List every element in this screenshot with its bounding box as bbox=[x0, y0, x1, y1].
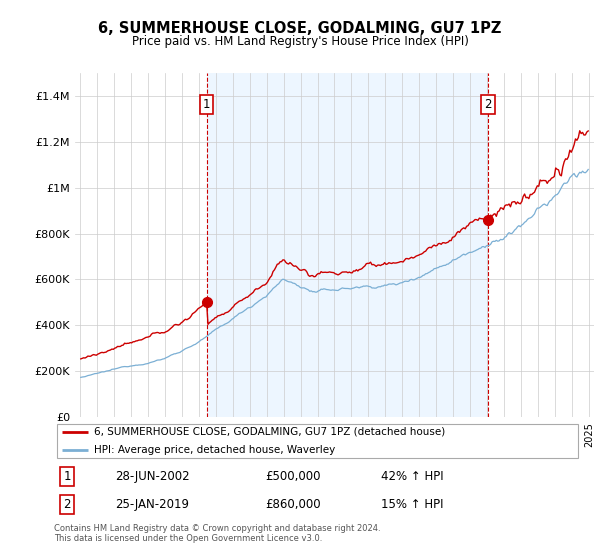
Text: 28-JUN-2002: 28-JUN-2002 bbox=[115, 470, 190, 483]
Text: Contains HM Land Registry data © Crown copyright and database right 2024.
This d: Contains HM Land Registry data © Crown c… bbox=[54, 524, 380, 543]
Text: 25-JAN-2019: 25-JAN-2019 bbox=[115, 498, 189, 511]
Text: 2: 2 bbox=[64, 498, 71, 511]
Text: 1: 1 bbox=[203, 99, 211, 111]
Text: 15% ↑ HPI: 15% ↑ HPI bbox=[382, 498, 444, 511]
Text: 1: 1 bbox=[64, 470, 71, 483]
Text: £500,000: £500,000 bbox=[265, 470, 321, 483]
Text: Price paid vs. HM Land Registry's House Price Index (HPI): Price paid vs. HM Land Registry's House … bbox=[131, 35, 469, 48]
FancyBboxPatch shape bbox=[56, 424, 578, 459]
Text: 42% ↑ HPI: 42% ↑ HPI bbox=[382, 470, 444, 483]
Bar bbox=[206, 73, 488, 417]
Text: 6, SUMMERHOUSE CLOSE, GODALMING, GU7 1PZ (detached house): 6, SUMMERHOUSE CLOSE, GODALMING, GU7 1PZ… bbox=[94, 427, 445, 437]
Text: £860,000: £860,000 bbox=[265, 498, 321, 511]
Text: 2: 2 bbox=[484, 99, 491, 111]
Text: HPI: Average price, detached house, Waverley: HPI: Average price, detached house, Wave… bbox=[94, 445, 335, 455]
Text: 6, SUMMERHOUSE CLOSE, GODALMING, GU7 1PZ: 6, SUMMERHOUSE CLOSE, GODALMING, GU7 1PZ bbox=[98, 21, 502, 36]
